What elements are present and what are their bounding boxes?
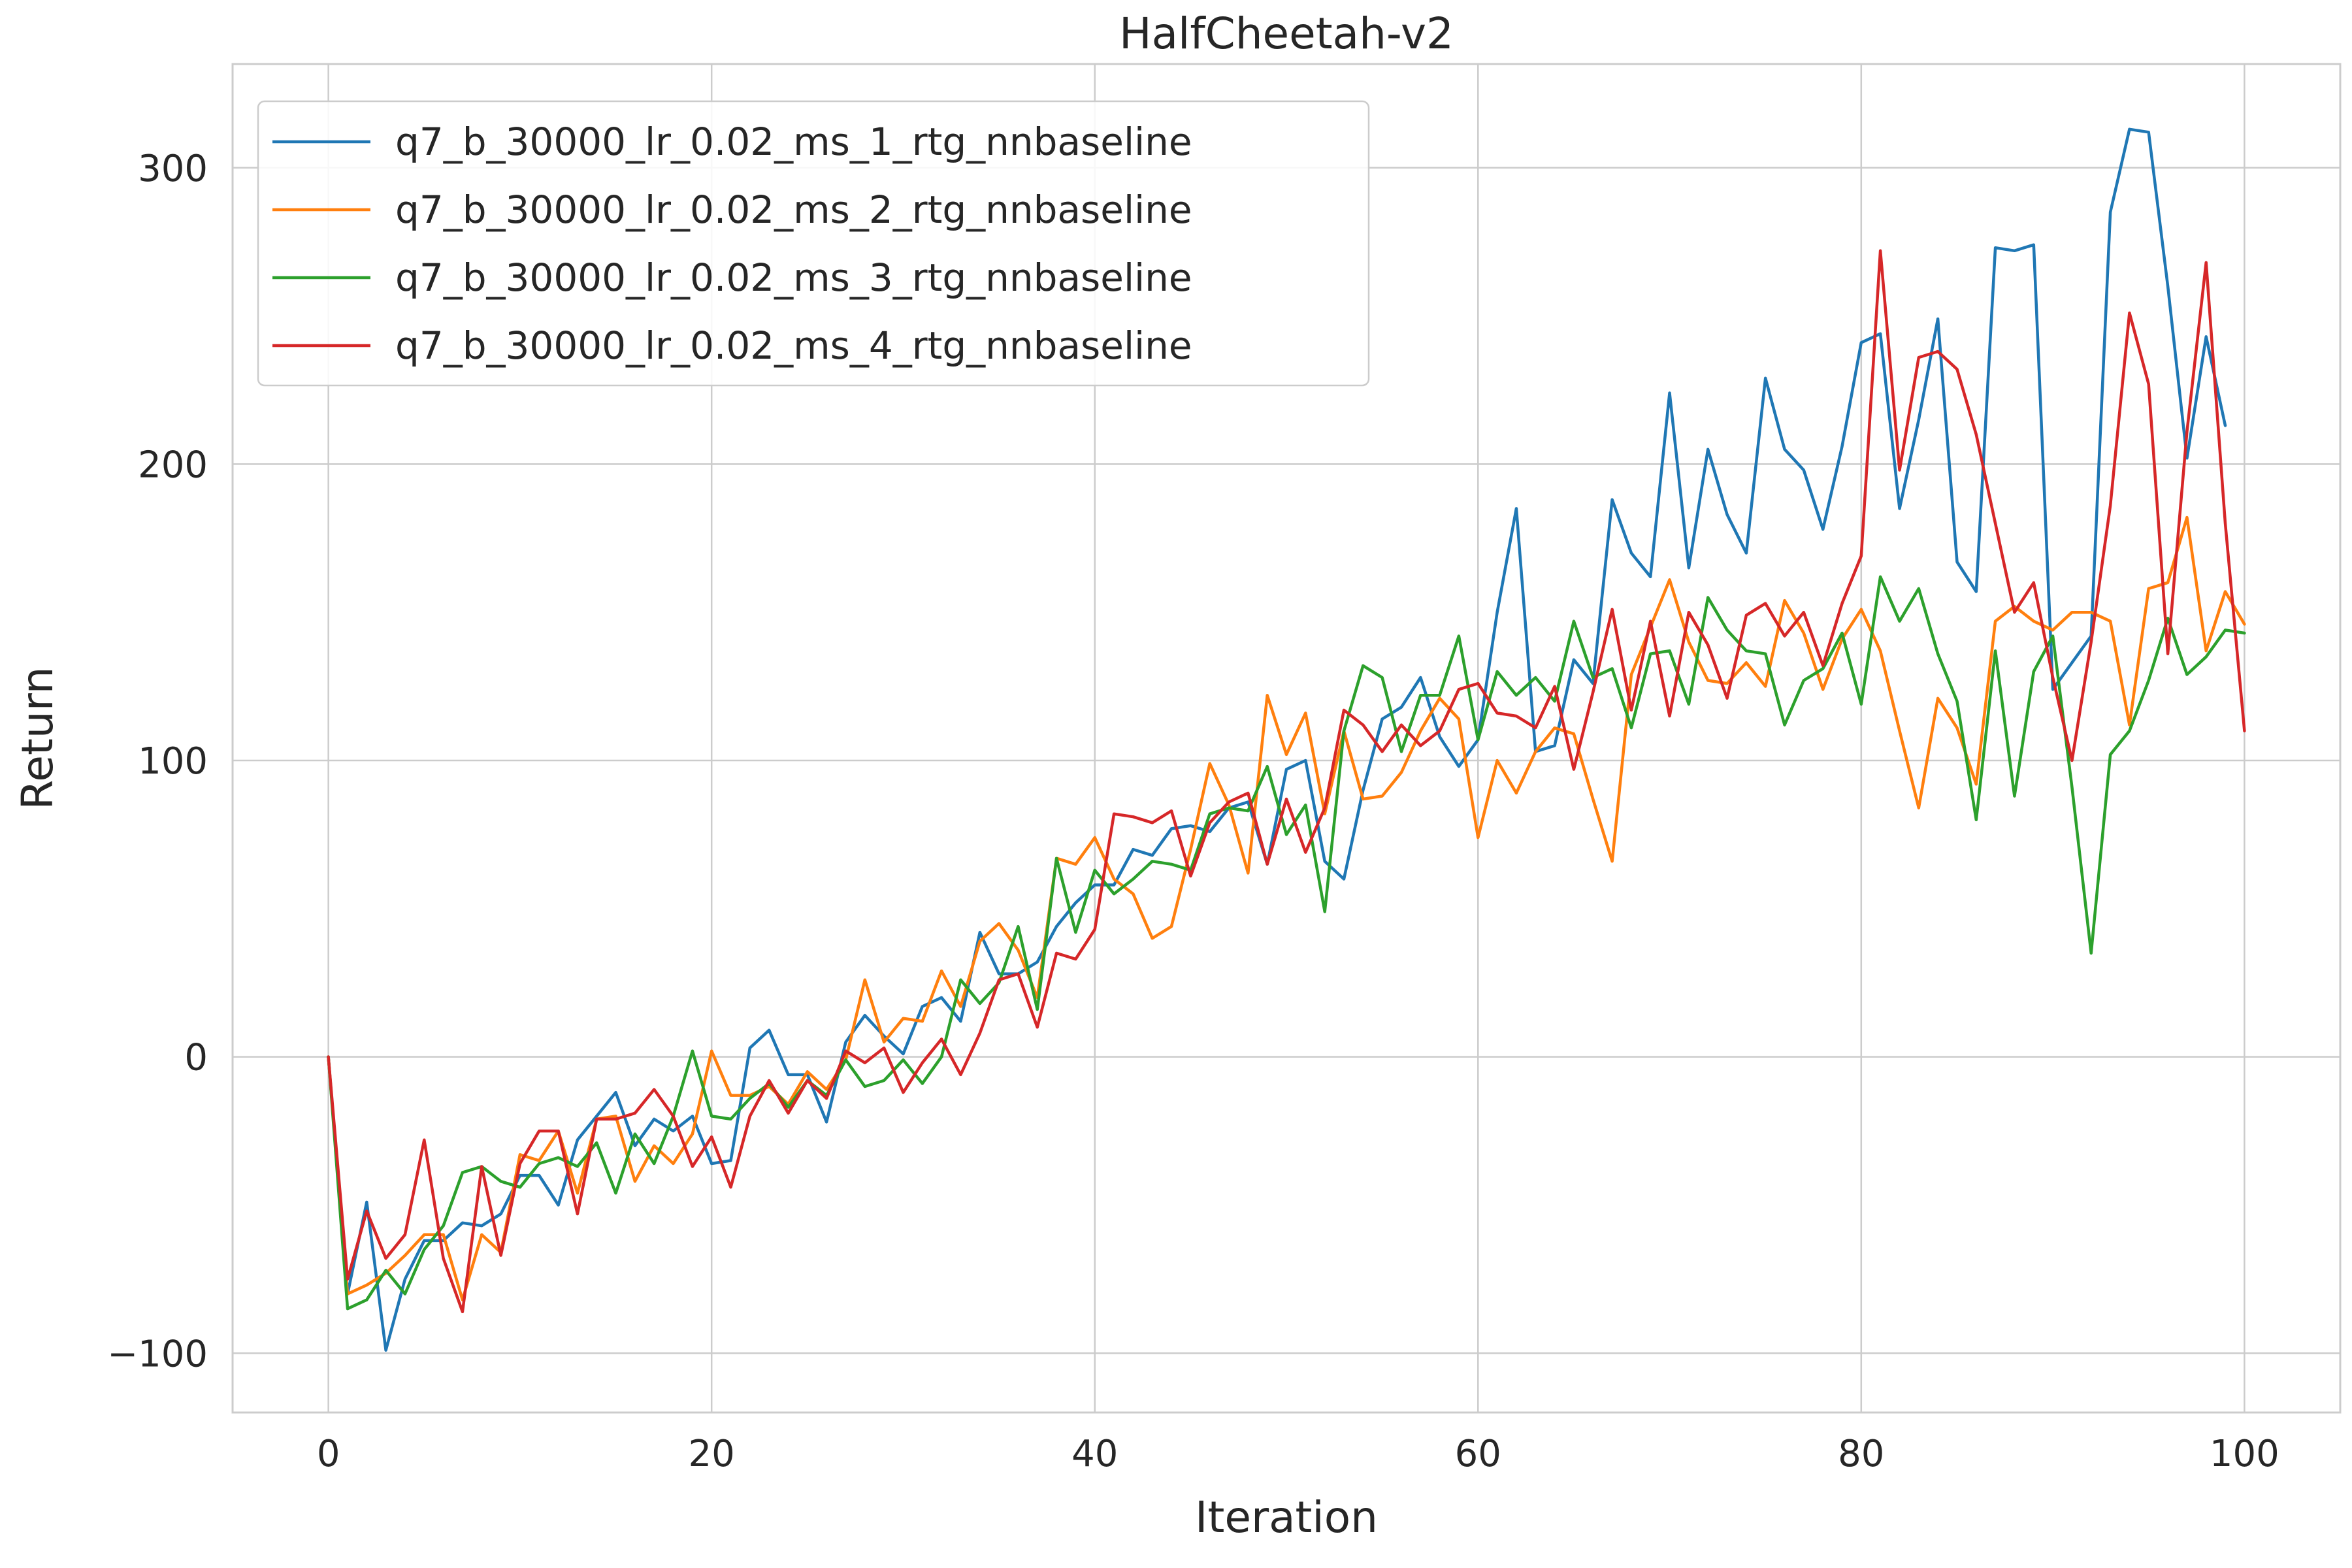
x-tick-label: 80 (1838, 1433, 1884, 1475)
y-tick-label: 0 (184, 1037, 208, 1079)
legend-label: q7_b_30000_lr_0.02_ms_1_rtg_nnbaseline (395, 120, 1192, 164)
series-lines (327, 127, 2246, 1352)
x-axis-label: Iteration (1195, 1492, 1378, 1543)
y-tick-label: 300 (138, 148, 208, 190)
series-line-3 (327, 575, 2246, 1311)
legend: q7_b_30000_lr_0.02_ms_1_rtg_nnbaseline q7… (257, 100, 1370, 387)
x-tick-label: 60 (1455, 1433, 1501, 1475)
y-tick-label: 200 (138, 444, 208, 486)
legend-label: q7_b_30000_lr_0.02_ms_3_rtg_nnbaseline (395, 255, 1192, 300)
y-tick-labels: −100 0 100 200 300 (107, 148, 208, 1376)
y-axis-label: Return (12, 666, 63, 809)
chart-title: HalfCheetah-v2 (1119, 8, 1454, 59)
legend-label: q7_b_30000_lr_0.02_ms_2_rtg_nnbaseline (395, 188, 1192, 232)
legend-label: q7_b_30000_lr_0.02_ms_4_rtg_nnbaseline (395, 323, 1192, 368)
x-tick-label: 0 (317, 1433, 340, 1475)
series-line-2 (327, 515, 2246, 1301)
series-line-4 (327, 249, 2246, 1314)
x-tick-label: 100 (2210, 1433, 2279, 1475)
y-tick-label: 100 (138, 740, 208, 783)
legend-box (257, 100, 1370, 387)
x-tick-labels: 0 20 40 60 80 100 (317, 1433, 2279, 1475)
x-tick-label: 20 (689, 1433, 735, 1475)
series-line-1 (327, 127, 2227, 1352)
x-tick-label: 40 (1071, 1433, 1118, 1475)
plot-frame (231, 63, 2342, 1414)
y-tick-label: −100 (107, 1333, 208, 1375)
